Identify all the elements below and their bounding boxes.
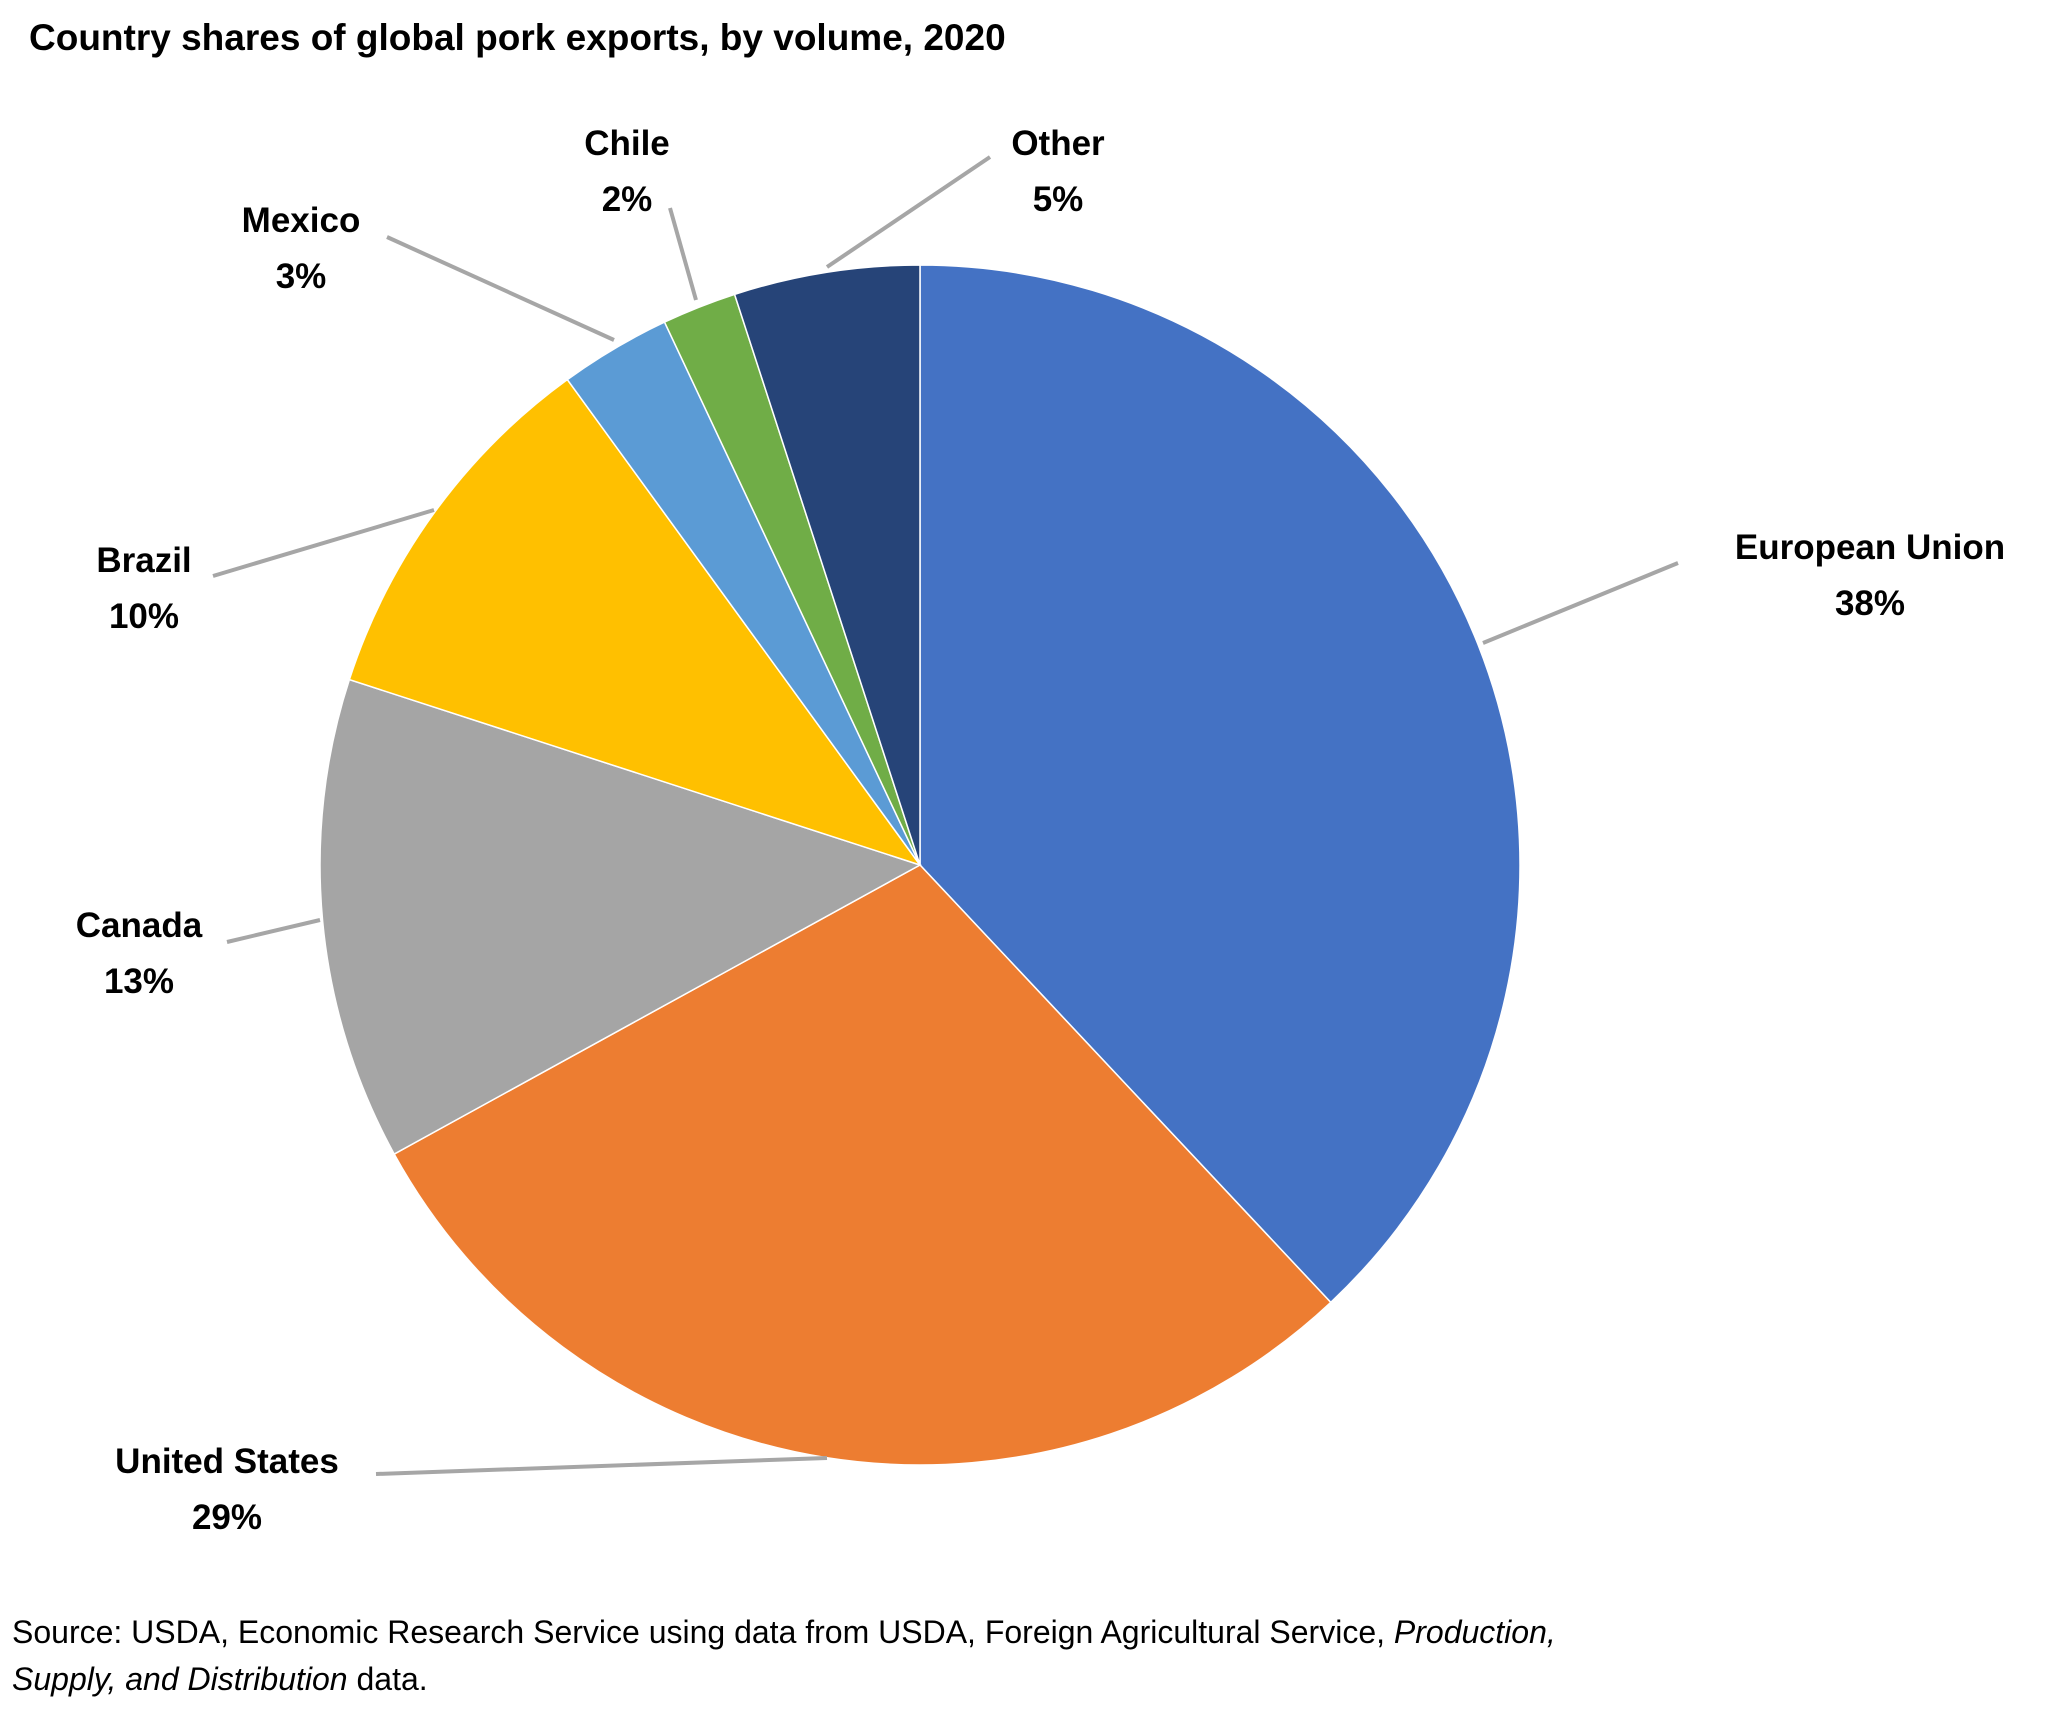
leader-line xyxy=(386,235,615,342)
source-text: data. xyxy=(348,1661,428,1697)
value-label: 13% xyxy=(104,962,174,1001)
value-label: 10% xyxy=(109,597,179,636)
value-label: 38% xyxy=(1835,584,1905,623)
source-note: Source: USDA, Economic Research Service … xyxy=(12,1614,1556,1650)
leader-line xyxy=(226,918,321,944)
pie xyxy=(212,155,1679,1476)
source-note-line2: Supply, and Distribution data. xyxy=(12,1661,428,1697)
leader-line xyxy=(668,207,698,301)
slice-label: Chile xyxy=(584,124,670,163)
slice-label: United States xyxy=(115,1442,339,1481)
leader-line xyxy=(212,508,435,578)
leader-line xyxy=(375,1456,828,1476)
pie-slice xyxy=(348,378,922,867)
pie-slice xyxy=(919,264,1521,1304)
leader-line xyxy=(1482,561,1679,645)
slice-label: Canada xyxy=(76,906,203,945)
value-label: 2% xyxy=(602,180,653,219)
chart-title: Country shares of global pork exports, b… xyxy=(29,17,1006,58)
value-label: 3% xyxy=(276,257,327,296)
value-label: 29% xyxy=(192,1498,262,1537)
pie-slice xyxy=(319,678,922,1156)
value-label: 5% xyxy=(1033,180,1084,219)
source-text: Source: USDA, Economic Research Service … xyxy=(12,1614,1394,1650)
leader-line xyxy=(825,155,992,269)
slice-label: Other xyxy=(1011,124,1105,163)
pie-slice xyxy=(733,264,921,866)
slice-label: European Union xyxy=(1735,528,2005,567)
slice-label: Brazil xyxy=(96,541,191,580)
slice-label: Mexico xyxy=(242,201,361,240)
source-italic: Supply, and Distribution xyxy=(12,1661,348,1697)
source-italic: Production, xyxy=(1394,1614,1556,1650)
